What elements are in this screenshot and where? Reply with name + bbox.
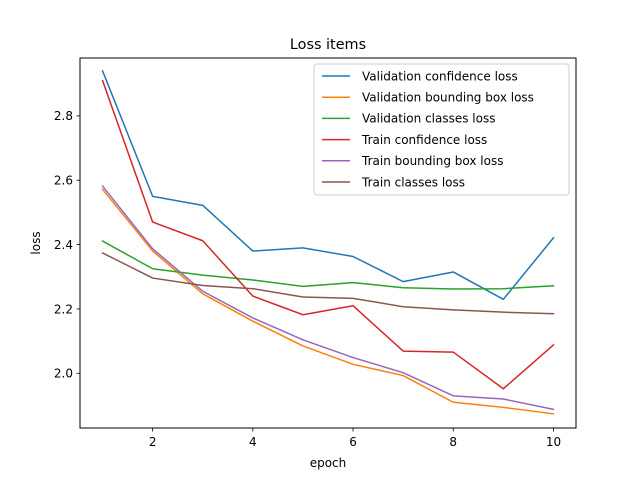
- legend-label-4: Train confidence loss: [361, 133, 487, 147]
- x-axis-label: epoch: [310, 456, 347, 470]
- legend-label-2: Validation bounding box loss: [362, 91, 534, 105]
- series-layer: [101, 69, 555, 415]
- series-line-6: [101, 251, 555, 315]
- legend-label-1: Validation confidence loss: [362, 69, 518, 83]
- x-tick-label: 2: [149, 435, 157, 449]
- series-line-5: [101, 184, 555, 411]
- y-tick-label: 2.2: [54, 302, 73, 316]
- x-tick-label: 6: [349, 435, 357, 449]
- y-tick-label: 2.0: [54, 367, 73, 381]
- legend-label-5: Train bounding box loss: [361, 154, 503, 168]
- plot-frame: [79, 57, 577, 429]
- series-line-1: [101, 69, 555, 301]
- x-tick-label: 10: [546, 435, 561, 449]
- legend-label-6: Train classes loss: [361, 175, 465, 189]
- series-line-4: [101, 79, 555, 390]
- series-line-3: [101, 240, 555, 290]
- y-axis-ticks: 2.0 2.2 2.4 2.6 2.8: [54, 109, 80, 381]
- x-axis-ticks: 2 4 6 8 10: [149, 428, 561, 449]
- legend: Validation confidence loss Validation bou…: [313, 63, 570, 196]
- x-tick-label: 4: [249, 435, 257, 449]
- y-axis-label: loss: [29, 231, 43, 254]
- x-tick-label: 8: [449, 435, 457, 449]
- y-tick-label: 2.8: [54, 109, 73, 123]
- y-tick-label: 2.4: [54, 238, 73, 252]
- chart-title: Loss items: [290, 37, 366, 53]
- y-tick-label: 2.6: [54, 174, 73, 188]
- series-line-2: [101, 188, 555, 415]
- legend-label-3: Validation classes loss: [362, 112, 496, 126]
- legend-box: [313, 63, 570, 196]
